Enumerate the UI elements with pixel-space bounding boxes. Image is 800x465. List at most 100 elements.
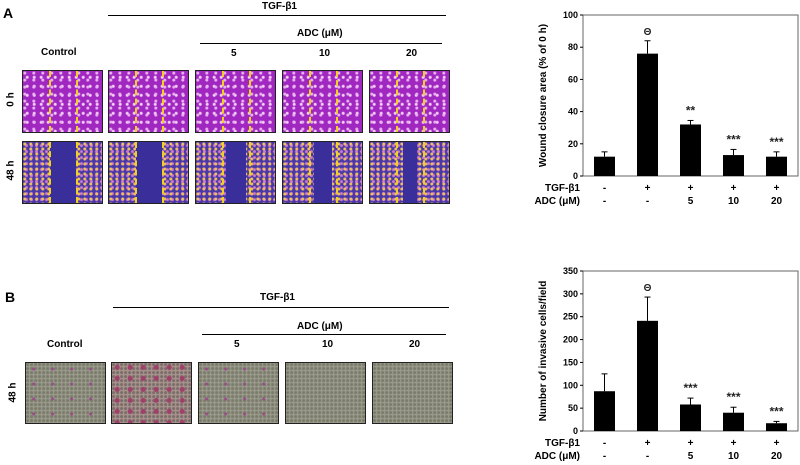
y-axis-label: Wound closure area (% of 0 h) xyxy=(538,24,549,167)
wound-edge-line xyxy=(76,142,78,203)
y-tick-label: 50 xyxy=(568,403,578,413)
tgf-value: + xyxy=(645,183,651,194)
bar xyxy=(766,156,787,176)
adc-value: - xyxy=(603,451,606,462)
adc-header-b: ADC (μM) xyxy=(297,321,343,332)
tgf-value: - xyxy=(603,438,606,449)
wound-gap xyxy=(314,142,332,203)
y-tick-label: 100 xyxy=(563,380,578,390)
micrograph-0h xyxy=(369,70,450,133)
y-tick-label: 40 xyxy=(568,107,578,117)
adc-bracket-b xyxy=(202,334,446,335)
tgf-value: + xyxy=(774,438,780,449)
dose-label: 10 xyxy=(319,48,331,59)
adc-value: 5 xyxy=(688,196,694,207)
wound-edge-line xyxy=(49,71,51,132)
tgf-header-a: TGF-β1 xyxy=(262,1,297,12)
row-label-tgf: TGF-β1 xyxy=(545,438,580,449)
adc-bracket-a xyxy=(200,43,442,44)
invasion-micrograph xyxy=(198,362,279,424)
wound-gap xyxy=(136,142,162,203)
y-tick-label: 100 xyxy=(563,10,578,20)
tgf-value: + xyxy=(688,183,694,194)
bar xyxy=(637,320,658,431)
panel-a-label: A xyxy=(3,5,14,21)
wound-gap xyxy=(50,142,76,203)
adc-value: 20 xyxy=(771,451,783,462)
significance-label: *** xyxy=(726,132,740,146)
control-label-b: Control xyxy=(47,339,83,350)
wound-edge-line xyxy=(396,71,398,132)
micrograph-0h xyxy=(282,70,363,133)
tgf-value: + xyxy=(688,438,694,449)
micrograph-48h xyxy=(195,141,276,204)
wound-gap xyxy=(226,142,246,203)
significance-label: ** xyxy=(686,103,696,117)
bar xyxy=(723,412,744,431)
wound-edge-line xyxy=(135,142,137,203)
y-tick-label: 60 xyxy=(568,74,578,84)
wound-closure-chart: 0 20 40 60 80 100 Wound closure area (% of 0 h… xyxy=(534,10,799,207)
wound-edge-line xyxy=(162,142,164,203)
wound-edge-line xyxy=(76,71,78,132)
y-tick-label: 250 xyxy=(563,312,578,322)
wound-edge-line xyxy=(423,142,425,203)
wound-edge-line xyxy=(396,142,398,203)
dose-label: 5 xyxy=(231,48,237,59)
wound-edge-line xyxy=(49,142,51,203)
micrograph-0h xyxy=(22,70,103,133)
significance-label: *** xyxy=(683,381,697,395)
wound-edge-line xyxy=(423,71,425,132)
micrograph-0h xyxy=(195,70,276,133)
invasion-micrograph xyxy=(372,362,453,424)
adc-value: 10 xyxy=(728,451,740,462)
tgf-value: + xyxy=(645,438,651,449)
wound-edge-line xyxy=(249,142,251,203)
bar xyxy=(594,391,615,431)
adc-value: - xyxy=(646,196,649,207)
y-axis-label: Number of invasive cells/field xyxy=(538,281,549,422)
bar xyxy=(723,155,744,176)
wound-gap xyxy=(403,142,417,203)
y-tick-label: 80 xyxy=(568,42,578,52)
dose-label: 20 xyxy=(409,339,421,350)
bar xyxy=(680,404,701,431)
y-tick-label: 0 xyxy=(573,426,578,436)
micrograph-48h xyxy=(22,141,103,204)
significance-label: *** xyxy=(769,135,783,149)
row-label-adc: ADC (μM) xyxy=(534,451,580,462)
bar xyxy=(680,124,701,176)
significance-label: *** xyxy=(726,390,740,404)
wound-edge-line xyxy=(336,142,338,203)
y-tick-label: 200 xyxy=(563,335,578,345)
row-label-0h: 0 h xyxy=(5,92,17,107)
tgf-bracket-b xyxy=(113,307,449,308)
row-label-adc: ADC (μM) xyxy=(534,196,580,207)
adc-value: 5 xyxy=(688,451,694,462)
y-tick-label: 150 xyxy=(563,357,578,367)
tgf-value: + xyxy=(774,183,780,194)
row-label-48h: 48 h xyxy=(5,160,17,181)
wound-edge-line xyxy=(309,71,311,132)
wound-edge-line xyxy=(336,71,338,132)
tgf-bracket-a xyxy=(108,15,446,16)
control-label-a: Control xyxy=(41,47,77,58)
micrograph-48h xyxy=(108,141,189,204)
significance-label: Θ xyxy=(644,283,652,294)
micrograph-48h xyxy=(369,141,450,204)
wound-edge-line xyxy=(162,71,164,132)
y-tick-label: 350 xyxy=(563,266,578,276)
y-tick-label: 20 xyxy=(568,139,578,149)
significance-label: *** xyxy=(769,404,783,418)
bar xyxy=(594,156,615,176)
row-label-48h-b: 48 h xyxy=(7,382,19,403)
wound-edge-line xyxy=(222,142,224,203)
tgf-value: + xyxy=(731,183,737,194)
adc-value: - xyxy=(646,451,649,462)
invasion-micrograph xyxy=(285,362,366,424)
invasion-chart: 0 50 100 150 200 250 300 350 Number of invasive … xyxy=(534,266,799,462)
adc-value: - xyxy=(603,196,606,207)
y-tick-label: 300 xyxy=(563,289,578,299)
panel-b-label: B xyxy=(5,289,16,305)
